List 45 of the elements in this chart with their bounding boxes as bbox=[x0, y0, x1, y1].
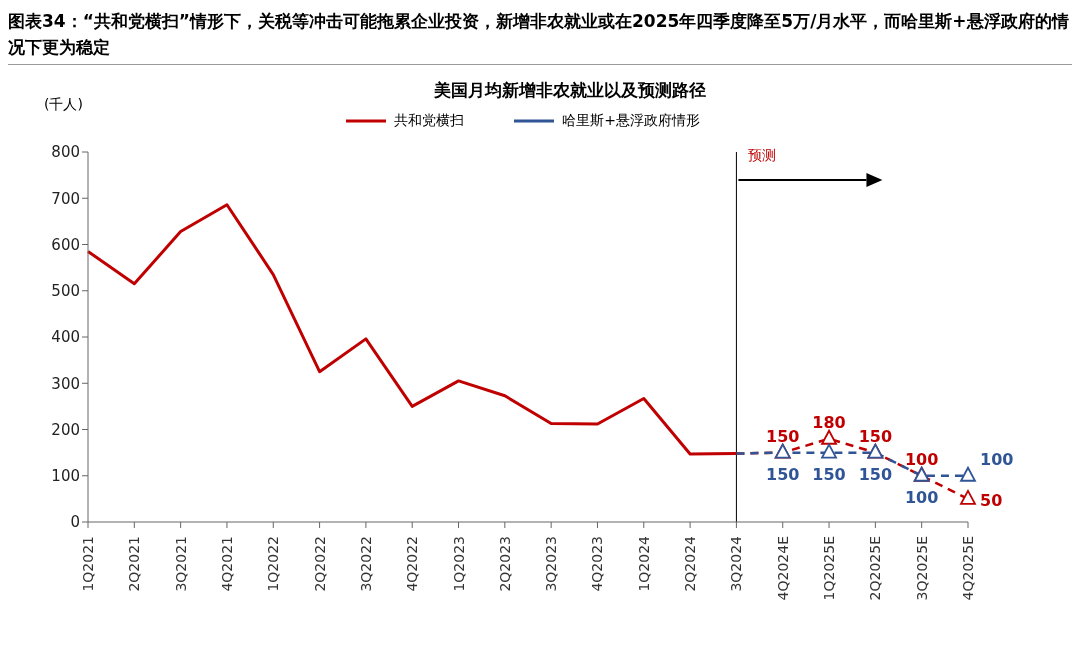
y-tick-label: 200 bbox=[51, 420, 80, 439]
x-tick-label: 2Q2021 bbox=[126, 536, 143, 592]
x-tick-label: 1Q2021 bbox=[80, 536, 96, 592]
x-tick-label: 3Q2022 bbox=[357, 536, 374, 592]
y-tick-label: 100 bbox=[51, 467, 80, 486]
data-label: 150 bbox=[858, 465, 893, 485]
data-label: 50 bbox=[980, 491, 1003, 511]
data-label: 100 bbox=[904, 488, 939, 508]
x-tick-label: 2Q2024 bbox=[682, 535, 699, 592]
x-tick-label: 4Q2025E bbox=[960, 536, 976, 601]
x-tick-label: 2Q2023 bbox=[496, 536, 513, 592]
x-tick-label: 1Q2023 bbox=[450, 536, 467, 592]
legend-label: 哈里斯+悬浮政府情形 bbox=[562, 112, 700, 130]
legend-label: 共和党横扫 bbox=[394, 112, 465, 130]
x-tick-label: 2Q2025E bbox=[867, 536, 884, 601]
x-tick-label: 3Q2025E bbox=[913, 536, 930, 601]
y-tick-label: 300 bbox=[51, 374, 80, 393]
x-tick-label: 3Q2023 bbox=[543, 536, 560, 592]
ref-line-label: 预测 bbox=[748, 147, 777, 163]
y-tick-label: 500 bbox=[51, 282, 80, 301]
data-label: 150 bbox=[766, 465, 800, 485]
x-tick-label: 2Q2022 bbox=[311, 536, 328, 592]
x-tick-label: 1Q2025E bbox=[821, 536, 838, 601]
data-label: 150 bbox=[766, 427, 800, 447]
y-axis-title: (千人) bbox=[44, 96, 83, 114]
y-tick-label: 600 bbox=[51, 235, 80, 254]
data-label: 150 bbox=[858, 427, 893, 447]
x-tick-label: 1Q2024 bbox=[635, 535, 652, 592]
data-label: 180 bbox=[812, 413, 846, 433]
chart-title: 图表34：“共和党横扫”情形下，关税等冲击可能拖累企业投资，新增非农就业或在2025年四季度降至5万/月水平，而哈里斯+悬浮政府的情况下更为稳定 bbox=[8, 8, 1072, 65]
x-tick-label: 4Q2021 bbox=[218, 536, 235, 592]
y-tick-label: 700 bbox=[51, 189, 80, 208]
x-tick-label: 4Q2023 bbox=[589, 536, 606, 592]
x-tick-label: 1Q2022 bbox=[265, 536, 282, 592]
y-tick-label: 0 bbox=[70, 513, 80, 532]
chart-subtitle: 美国月均新增非农就业以及预测路径 bbox=[434, 80, 706, 100]
data-label: 150 bbox=[812, 465, 846, 485]
y-tick-label: 400 bbox=[51, 328, 80, 347]
data-label: 100 bbox=[980, 450, 1014, 470]
y-tick-label: 800 bbox=[51, 143, 80, 162]
x-tick-label: 3Q2021 bbox=[172, 536, 189, 592]
data-label: 100 bbox=[904, 450, 939, 470]
x-tick-label: 3Q2024 bbox=[728, 535, 745, 592]
x-tick-label: 4Q2024E bbox=[774, 536, 791, 601]
x-tick-label: 4Q2022 bbox=[404, 536, 421, 592]
